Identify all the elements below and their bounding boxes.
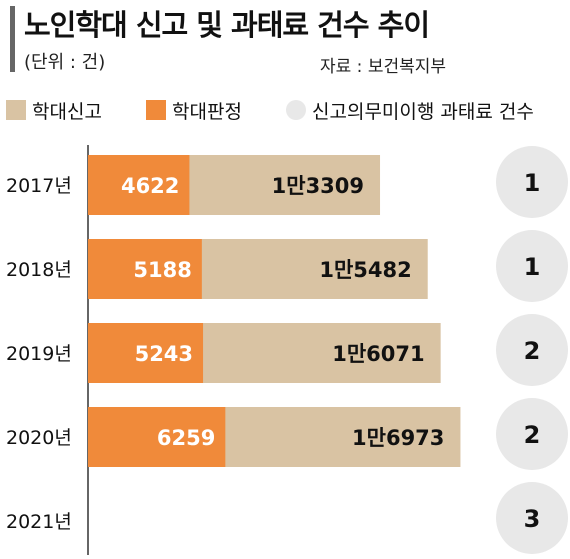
- data-label-fines: 1: [524, 169, 541, 197]
- data-label-fines: 3: [524, 505, 541, 533]
- chart-title: 노인학대 신고 및 과태료 건수 추이: [24, 8, 430, 42]
- legend-item-reports: 학대신고: [6, 98, 102, 123]
- legend-label-confirmed: 학대판정: [172, 100, 242, 123]
- data-label-confirmed: 5243: [135, 342, 193, 366]
- fine-count-circle: [496, 230, 568, 302]
- data-label-reports: 1만6973: [352, 426, 444, 450]
- fine-count-circle: [496, 482, 568, 554]
- data-label-fines: 2: [524, 337, 541, 365]
- title-accent-bar: [10, 6, 15, 72]
- legend-label-reports: 학대신고: [32, 100, 102, 123]
- legend-label-fines: 신고의무미이행 과태료 건수: [312, 100, 534, 123]
- data-label-reports: 1만6071: [332, 342, 424, 366]
- category-label: 2018년: [6, 259, 72, 281]
- data-label-fines: 2: [524, 421, 541, 449]
- legend-swatch-reports: [6, 100, 26, 120]
- data-label-reports: 1만5482: [319, 258, 411, 282]
- category-label: 2017년: [6, 175, 72, 197]
- legend-dot-fines: [286, 100, 306, 120]
- category-label: 2019년: [6, 343, 72, 365]
- data-label-fines: 1: [524, 253, 541, 281]
- category-label: 2021년: [6, 511, 72, 533]
- bar-confirmed: [88, 155, 190, 215]
- fine-count-circle: [496, 146, 568, 218]
- bar-confirmed: [88, 407, 226, 467]
- data-label-confirmed: 6259: [157, 426, 215, 450]
- legend-item-fines: 신고의무미이행 과태료 건수: [286, 98, 534, 123]
- source-label: 자료 : 보건복지부: [320, 57, 447, 77]
- bar-confirmed: [88, 239, 202, 299]
- legend-swatch-confirmed: [146, 100, 166, 120]
- bar-confirmed: [88, 323, 204, 383]
- legend-item-confirmed: 학대판정: [146, 98, 242, 123]
- unit-label: (단위 : 건): [24, 52, 106, 73]
- data-label-confirmed: 5188: [133, 258, 191, 282]
- data-label-confirmed: 4622: [121, 174, 179, 198]
- data-label-reports: 1만3309: [272, 174, 364, 198]
- fine-count-circle: [496, 398, 568, 470]
- fine-count-circle: [496, 314, 568, 386]
- category-label: 2020년: [6, 427, 72, 449]
